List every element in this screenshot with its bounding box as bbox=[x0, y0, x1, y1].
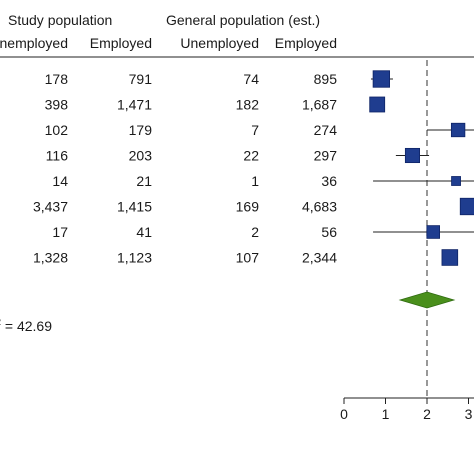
cell-study-unemployed: 398 bbox=[45, 97, 69, 113]
plot-area bbox=[369, 60, 474, 398]
general-population-header: General population (est.) bbox=[166, 12, 320, 28]
cell-gen-unemployed: 2 bbox=[251, 224, 259, 240]
effect-marker bbox=[426, 225, 441, 239]
cell-gen-unemployed: 74 bbox=[243, 71, 259, 87]
effect-marker bbox=[369, 96, 386, 113]
heterogeneity-value: = 42.69 bbox=[1, 318, 52, 334]
cell-study-employed: 1,123 bbox=[117, 250, 152, 266]
cell-gen-unemployed: 1 bbox=[251, 173, 259, 189]
x-tick-label: 2 bbox=[423, 406, 431, 422]
cell-gen-employed: 4,683 bbox=[302, 199, 337, 215]
heterogeneity-superscript: 2 bbox=[0, 317, 1, 327]
cell-gen-employed: 2,344 bbox=[302, 250, 337, 266]
cell-study-employed: 1,471 bbox=[117, 97, 152, 113]
col-header-study-unemployed: nemployed bbox=[0, 35, 68, 51]
cell-study-employed: 203 bbox=[129, 148, 153, 164]
cell-gen-unemployed: 107 bbox=[236, 250, 260, 266]
x-tick-label: 1 bbox=[382, 406, 390, 422]
effect-marker bbox=[441, 249, 459, 266]
heterogeneity-statistic: 2 = 42.69 bbox=[0, 317, 52, 334]
cell-study-unemployed: 17 bbox=[52, 224, 68, 240]
cell-gen-employed: 274 bbox=[314, 122, 338, 138]
cell-gen-employed: 56 bbox=[321, 224, 337, 240]
x-axis: 0 1 2 3 bbox=[340, 397, 474, 422]
cell-study-employed: 1,415 bbox=[117, 199, 152, 215]
cell-study-unemployed: 14 bbox=[52, 173, 68, 189]
cell-gen-employed: 297 bbox=[314, 148, 338, 164]
col-header-study-employed: Employed bbox=[90, 35, 152, 51]
effect-marker bbox=[450, 122, 466, 138]
effect-marker bbox=[372, 70, 391, 88]
study-population-header: Study population bbox=[8, 12, 112, 28]
cell-study-unemployed: 116 bbox=[46, 148, 69, 164]
cell-study-unemployed: 178 bbox=[45, 71, 69, 87]
effect-marker bbox=[451, 176, 461, 186]
x-tick-label: 0 bbox=[340, 406, 348, 422]
col-header-general-employed: Employed bbox=[275, 35, 337, 51]
cell-gen-employed: 36 bbox=[321, 173, 337, 189]
pooled-estimate-diamond bbox=[398, 291, 456, 309]
effect-marker bbox=[459, 197, 474, 216]
cell-gen-unemployed: 182 bbox=[236, 97, 260, 113]
cell-gen-unemployed: 169 bbox=[236, 199, 260, 215]
effect-marker bbox=[404, 147, 421, 164]
cell-study-employed: 21 bbox=[136, 173, 152, 189]
cell-gen-unemployed: 7 bbox=[251, 122, 259, 138]
cell-gen-employed: 895 bbox=[314, 71, 338, 87]
cell-gen-unemployed: 22 bbox=[243, 148, 259, 164]
cell-study-unemployed: 102 bbox=[45, 122, 69, 138]
x-tick-label: 3 bbox=[465, 406, 473, 422]
cell-study-employed: 179 bbox=[129, 122, 153, 138]
cell-gen-employed: 1,687 bbox=[302, 97, 337, 113]
cell-study-unemployed: 1,328 bbox=[33, 250, 68, 266]
col-header-general-unemployed: Unemployed bbox=[180, 35, 259, 51]
cell-study-employed: 791 bbox=[129, 71, 153, 87]
header-group: Study population General population (est… bbox=[0, 12, 337, 51]
cell-study-unemployed: 3,437 bbox=[33, 199, 68, 215]
cell-study-employed: 41 bbox=[136, 224, 152, 240]
